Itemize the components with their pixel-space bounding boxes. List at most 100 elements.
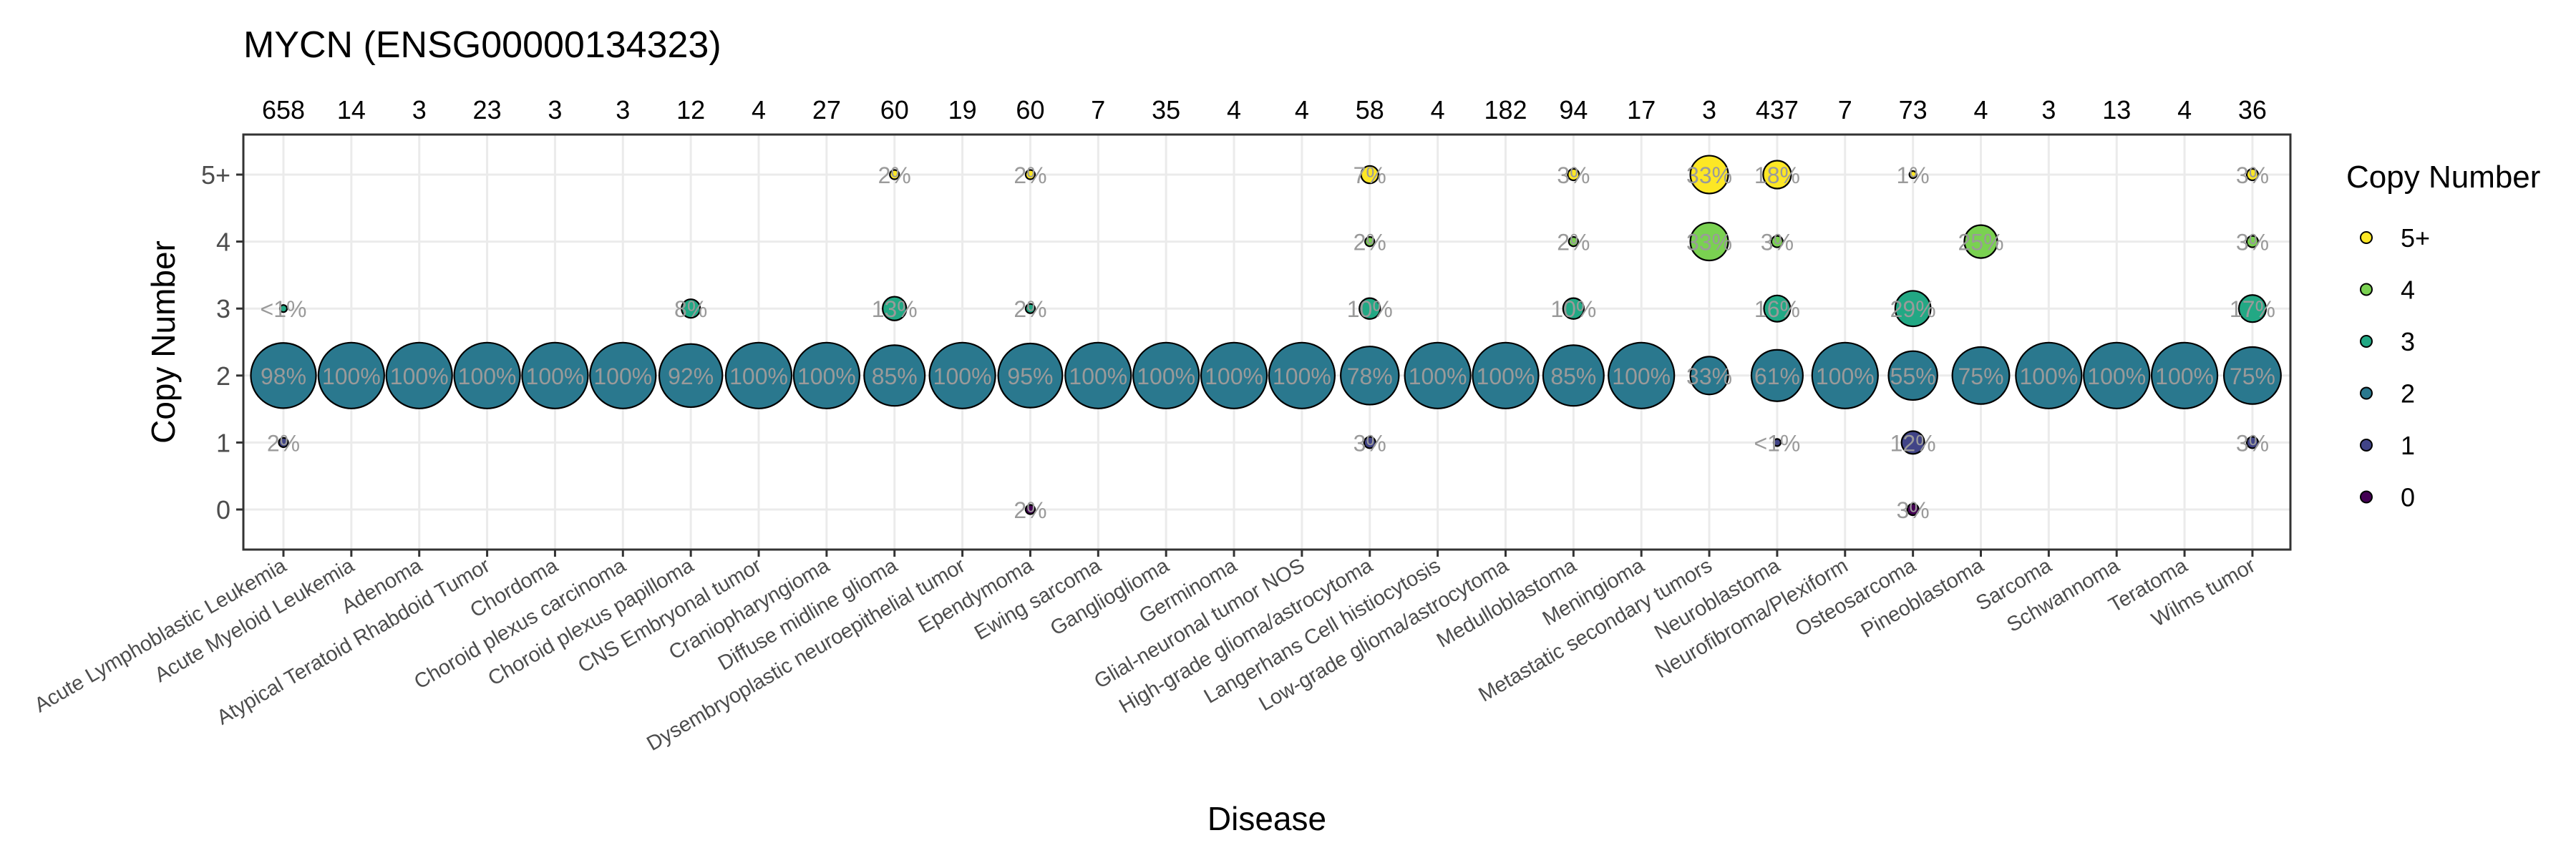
data-point bbox=[882, 296, 908, 321]
sample-count-label: 94 bbox=[1559, 95, 1588, 125]
data-point bbox=[1364, 235, 1376, 248]
sample-count-label: 7 bbox=[1091, 95, 1105, 125]
data-point bbox=[1900, 430, 1925, 455]
data-point bbox=[1200, 341, 1268, 409]
sample-count-label: 3 bbox=[548, 95, 562, 125]
x-axis-title: Disease bbox=[1207, 800, 1326, 837]
data-point bbox=[1689, 356, 1729, 396]
legend-label: 5+ bbox=[2401, 223, 2430, 253]
data-label: 100% bbox=[2155, 364, 2214, 389]
data-point bbox=[1770, 235, 1784, 248]
data-label: 100% bbox=[1273, 364, 1331, 389]
sample-count-label: 4 bbox=[2177, 95, 2192, 125]
legend-label: 1 bbox=[2401, 431, 2415, 460]
x-tick-label: Schwannoma bbox=[2003, 554, 2124, 637]
legend-label: 0 bbox=[2401, 483, 2415, 512]
sample-count-labels: 658 14 3 23 3 3 12 4 27 60 19 60 7 35 4 4 58 4 182 94 17 3 437… bbox=[262, 95, 2267, 125]
grid-lines bbox=[243, 135, 2290, 550]
legend-label: 4 bbox=[2401, 276, 2415, 305]
data-label: <1% bbox=[1754, 430, 1800, 456]
data-label: 100% bbox=[458, 364, 517, 389]
data-point bbox=[2245, 235, 2260, 248]
legend-key bbox=[2360, 283, 2373, 296]
data-point bbox=[1951, 346, 2011, 405]
data-label: 100% bbox=[1816, 364, 1875, 389]
legend-key bbox=[2360, 231, 2373, 244]
sample-count-label: 7 bbox=[1838, 95, 1852, 125]
sample-count-label: 13 bbox=[2102, 95, 2131, 125]
data-label: 3% bbox=[2236, 230, 2269, 255]
sample-count-label: 60 bbox=[1016, 95, 1044, 125]
data-point bbox=[1024, 303, 1036, 314]
data-label: 100% bbox=[1205, 364, 1263, 389]
sample-count-label: 3 bbox=[616, 95, 630, 125]
data-point bbox=[385, 341, 453, 409]
data-label: 100% bbox=[933, 364, 992, 389]
sample-count-label: 73 bbox=[1899, 95, 1928, 125]
data-label: 29% bbox=[1890, 296, 1936, 322]
data-label: 3% bbox=[1353, 430, 1386, 456]
y-axis-title: Copy Number bbox=[145, 240, 182, 444]
y-tick-label: 1 bbox=[216, 428, 230, 457]
data-point bbox=[1750, 348, 1804, 402]
sample-count-label: 36 bbox=[2238, 95, 2267, 125]
plot-panel-border bbox=[242, 133, 2292, 551]
data-label: 2% bbox=[1014, 296, 1046, 322]
sample-count-label: 658 bbox=[262, 95, 305, 125]
data-point bbox=[1894, 290, 1932, 328]
sample-count-label: 58 bbox=[1356, 95, 1384, 125]
data-label: 98% bbox=[261, 364, 306, 389]
data-label: 33% bbox=[1686, 364, 1732, 389]
data-point bbox=[1772, 438, 1782, 447]
data-label: 3% bbox=[2236, 430, 2269, 456]
sample-count-label: 182 bbox=[1484, 95, 1527, 125]
data-label: 3% bbox=[2236, 162, 2269, 188]
sample-count-label: 3 bbox=[412, 95, 427, 125]
data-label: 78% bbox=[1347, 364, 1393, 389]
sample-count-label: 60 bbox=[880, 95, 909, 125]
y-tick-label: 2 bbox=[216, 361, 230, 391]
sample-count-label: 17 bbox=[1627, 95, 1656, 125]
data-label: 2% bbox=[1014, 162, 1046, 188]
data-point bbox=[2245, 167, 2260, 182]
data-label: 100% bbox=[390, 364, 449, 389]
data-label: 3% bbox=[1557, 162, 1590, 188]
data-point bbox=[1363, 436, 1376, 449]
legend-label: 2 bbox=[2401, 379, 2415, 409]
data-label: 100% bbox=[526, 364, 585, 389]
data-point bbox=[1908, 170, 1918, 180]
data-label: 100% bbox=[1612, 364, 1671, 389]
data-point bbox=[1763, 294, 1792, 323]
data-label: 8% bbox=[674, 296, 707, 322]
data-point bbox=[1811, 341, 1879, 409]
data-label: 75% bbox=[2230, 364, 2275, 389]
data-label: 85% bbox=[1550, 364, 1596, 389]
data-label: 2% bbox=[878, 162, 911, 188]
data-point bbox=[589, 341, 657, 409]
data-point bbox=[2015, 341, 2083, 409]
data-point bbox=[1542, 344, 1605, 407]
data-label: 1% bbox=[1897, 162, 1930, 188]
data-point bbox=[1404, 341, 1472, 409]
data-label: 92% bbox=[668, 364, 714, 389]
data-label: <1% bbox=[261, 296, 307, 322]
sample-count-label: 4 bbox=[1973, 95, 1988, 125]
sample-count-label: 12 bbox=[676, 95, 705, 125]
data-point bbox=[1340, 346, 1400, 406]
data-point bbox=[278, 304, 288, 313]
data-label: 100% bbox=[729, 364, 788, 389]
data-label: 100% bbox=[593, 364, 652, 389]
data-point bbox=[1359, 297, 1381, 320]
legend: Copy Number 5+ 4 3 2 1 0 bbox=[2346, 160, 2540, 512]
data-point bbox=[1360, 165, 1380, 185]
sample-count-label: 3 bbox=[1702, 95, 1716, 125]
data-label: 100% bbox=[2087, 364, 2146, 389]
legend-label: 3 bbox=[2401, 327, 2415, 356]
data-label: 2% bbox=[1557, 230, 1590, 255]
data-point bbox=[2223, 346, 2282, 405]
data-label: 100% bbox=[2019, 364, 2078, 389]
data-label: 12% bbox=[1890, 430, 1936, 456]
y-tick-label: 3 bbox=[216, 294, 230, 323]
data-label: 2% bbox=[267, 430, 300, 456]
